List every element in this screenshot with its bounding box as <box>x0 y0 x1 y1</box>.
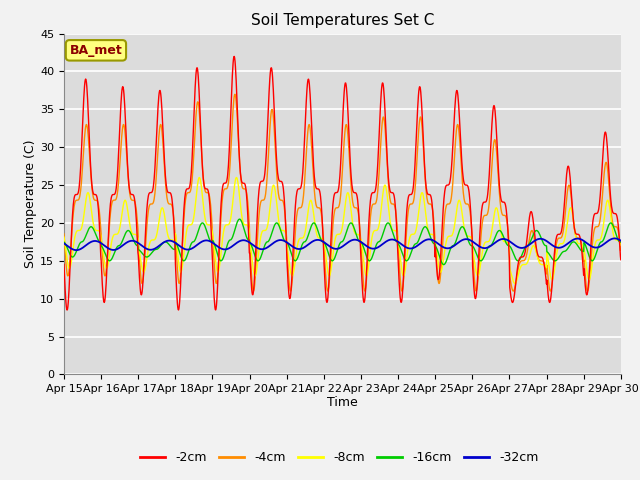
X-axis label: Time: Time <box>327 396 358 408</box>
Legend: -2cm, -4cm, -8cm, -16cm, -32cm: -2cm, -4cm, -8cm, -16cm, -32cm <box>135 446 543 469</box>
Title: Soil Temperatures Set C: Soil Temperatures Set C <box>251 13 434 28</box>
Y-axis label: Soil Temperature (C): Soil Temperature (C) <box>24 140 37 268</box>
Text: BA_met: BA_met <box>70 44 122 57</box>
